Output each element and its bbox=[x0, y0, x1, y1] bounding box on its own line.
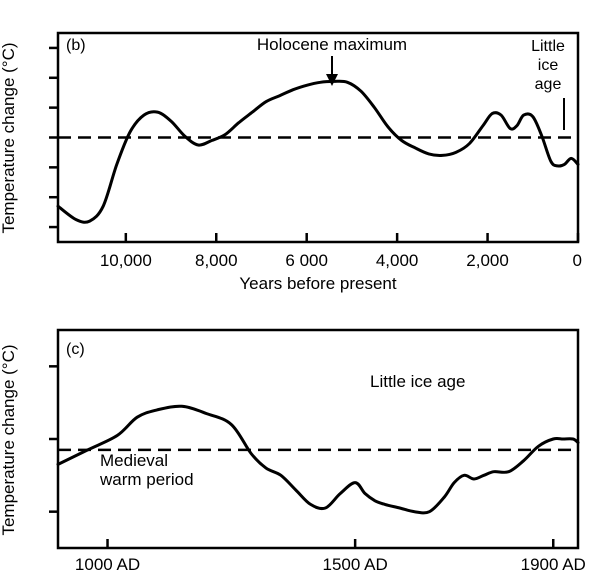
holocene-maximum-annotation: Holocene maximum bbox=[257, 35, 407, 54]
holocene-maximum-arrow bbox=[326, 56, 338, 86]
panel-b-y-ticks bbox=[49, 46, 58, 229]
panel-b-y-axis-label: Temperature change (°C) bbox=[0, 42, 18, 233]
panel-c: 1000 AD 1500 AD 1900 AD (c) Little ice age… bbox=[0, 328, 586, 574]
panel-b-series-line bbox=[56, 79, 580, 224]
panel-b-x-tick-label-3: 4,000 bbox=[376, 251, 419, 270]
panel-c-series-line bbox=[56, 404, 580, 515]
medieval-warm-period-line-2: warm period bbox=[99, 470, 194, 489]
panel-b-label: (b) bbox=[66, 37, 86, 54]
little-ice-age-label: Little ice age bbox=[370, 372, 465, 391]
medieval-warm-period-line-1: Medieval bbox=[100, 451, 168, 470]
panel-c-y-axis-label: Temperature change (°C) bbox=[0, 344, 18, 535]
little-ice-age-annotation-line-3: age bbox=[535, 76, 562, 93]
panel-b-x-axis-label: Years before present bbox=[239, 274, 396, 293]
panel-b: 10,000 8,000 6 000 4,000 2,000 0 (b) Holocene… bbox=[0, 31, 582, 293]
panel-c-x-tick-labels: 1000 AD 1500 AD 1900 AD bbox=[75, 539, 586, 574]
little-ice-age-annotation-line-2: ice bbox=[538, 57, 559, 74]
panel-b-x-tick-label-5: 0 bbox=[573, 251, 582, 270]
panel-b-x-tick-label-4: 2,000 bbox=[466, 251, 509, 270]
panel-c-x-tick-label-0: 1000 AD bbox=[75, 555, 140, 574]
panel-b-frame bbox=[56, 31, 580, 244]
panel-c-y-ticks bbox=[49, 365, 58, 513]
panel-c-x-tick-label-1: 1500 AD bbox=[323, 555, 388, 574]
panel-b-x-tick-labels: 10,000 8,000 6 000 4,000 2,000 0 bbox=[100, 233, 582, 270]
panel-b-x-tick-label-2: 6 000 bbox=[285, 251, 328, 270]
little-ice-age-annotation-line-1: Little bbox=[531, 38, 565, 55]
panel-c-label: (c) bbox=[66, 341, 85, 358]
panel-c-frame bbox=[56, 328, 580, 550]
panel-b-x-tick-label-1: 8,000 bbox=[195, 251, 238, 270]
panel-b-x-tick-label-0: 10,000 bbox=[100, 251, 152, 270]
panel-c-x-tick-label-2: 1900 AD bbox=[521, 555, 586, 574]
